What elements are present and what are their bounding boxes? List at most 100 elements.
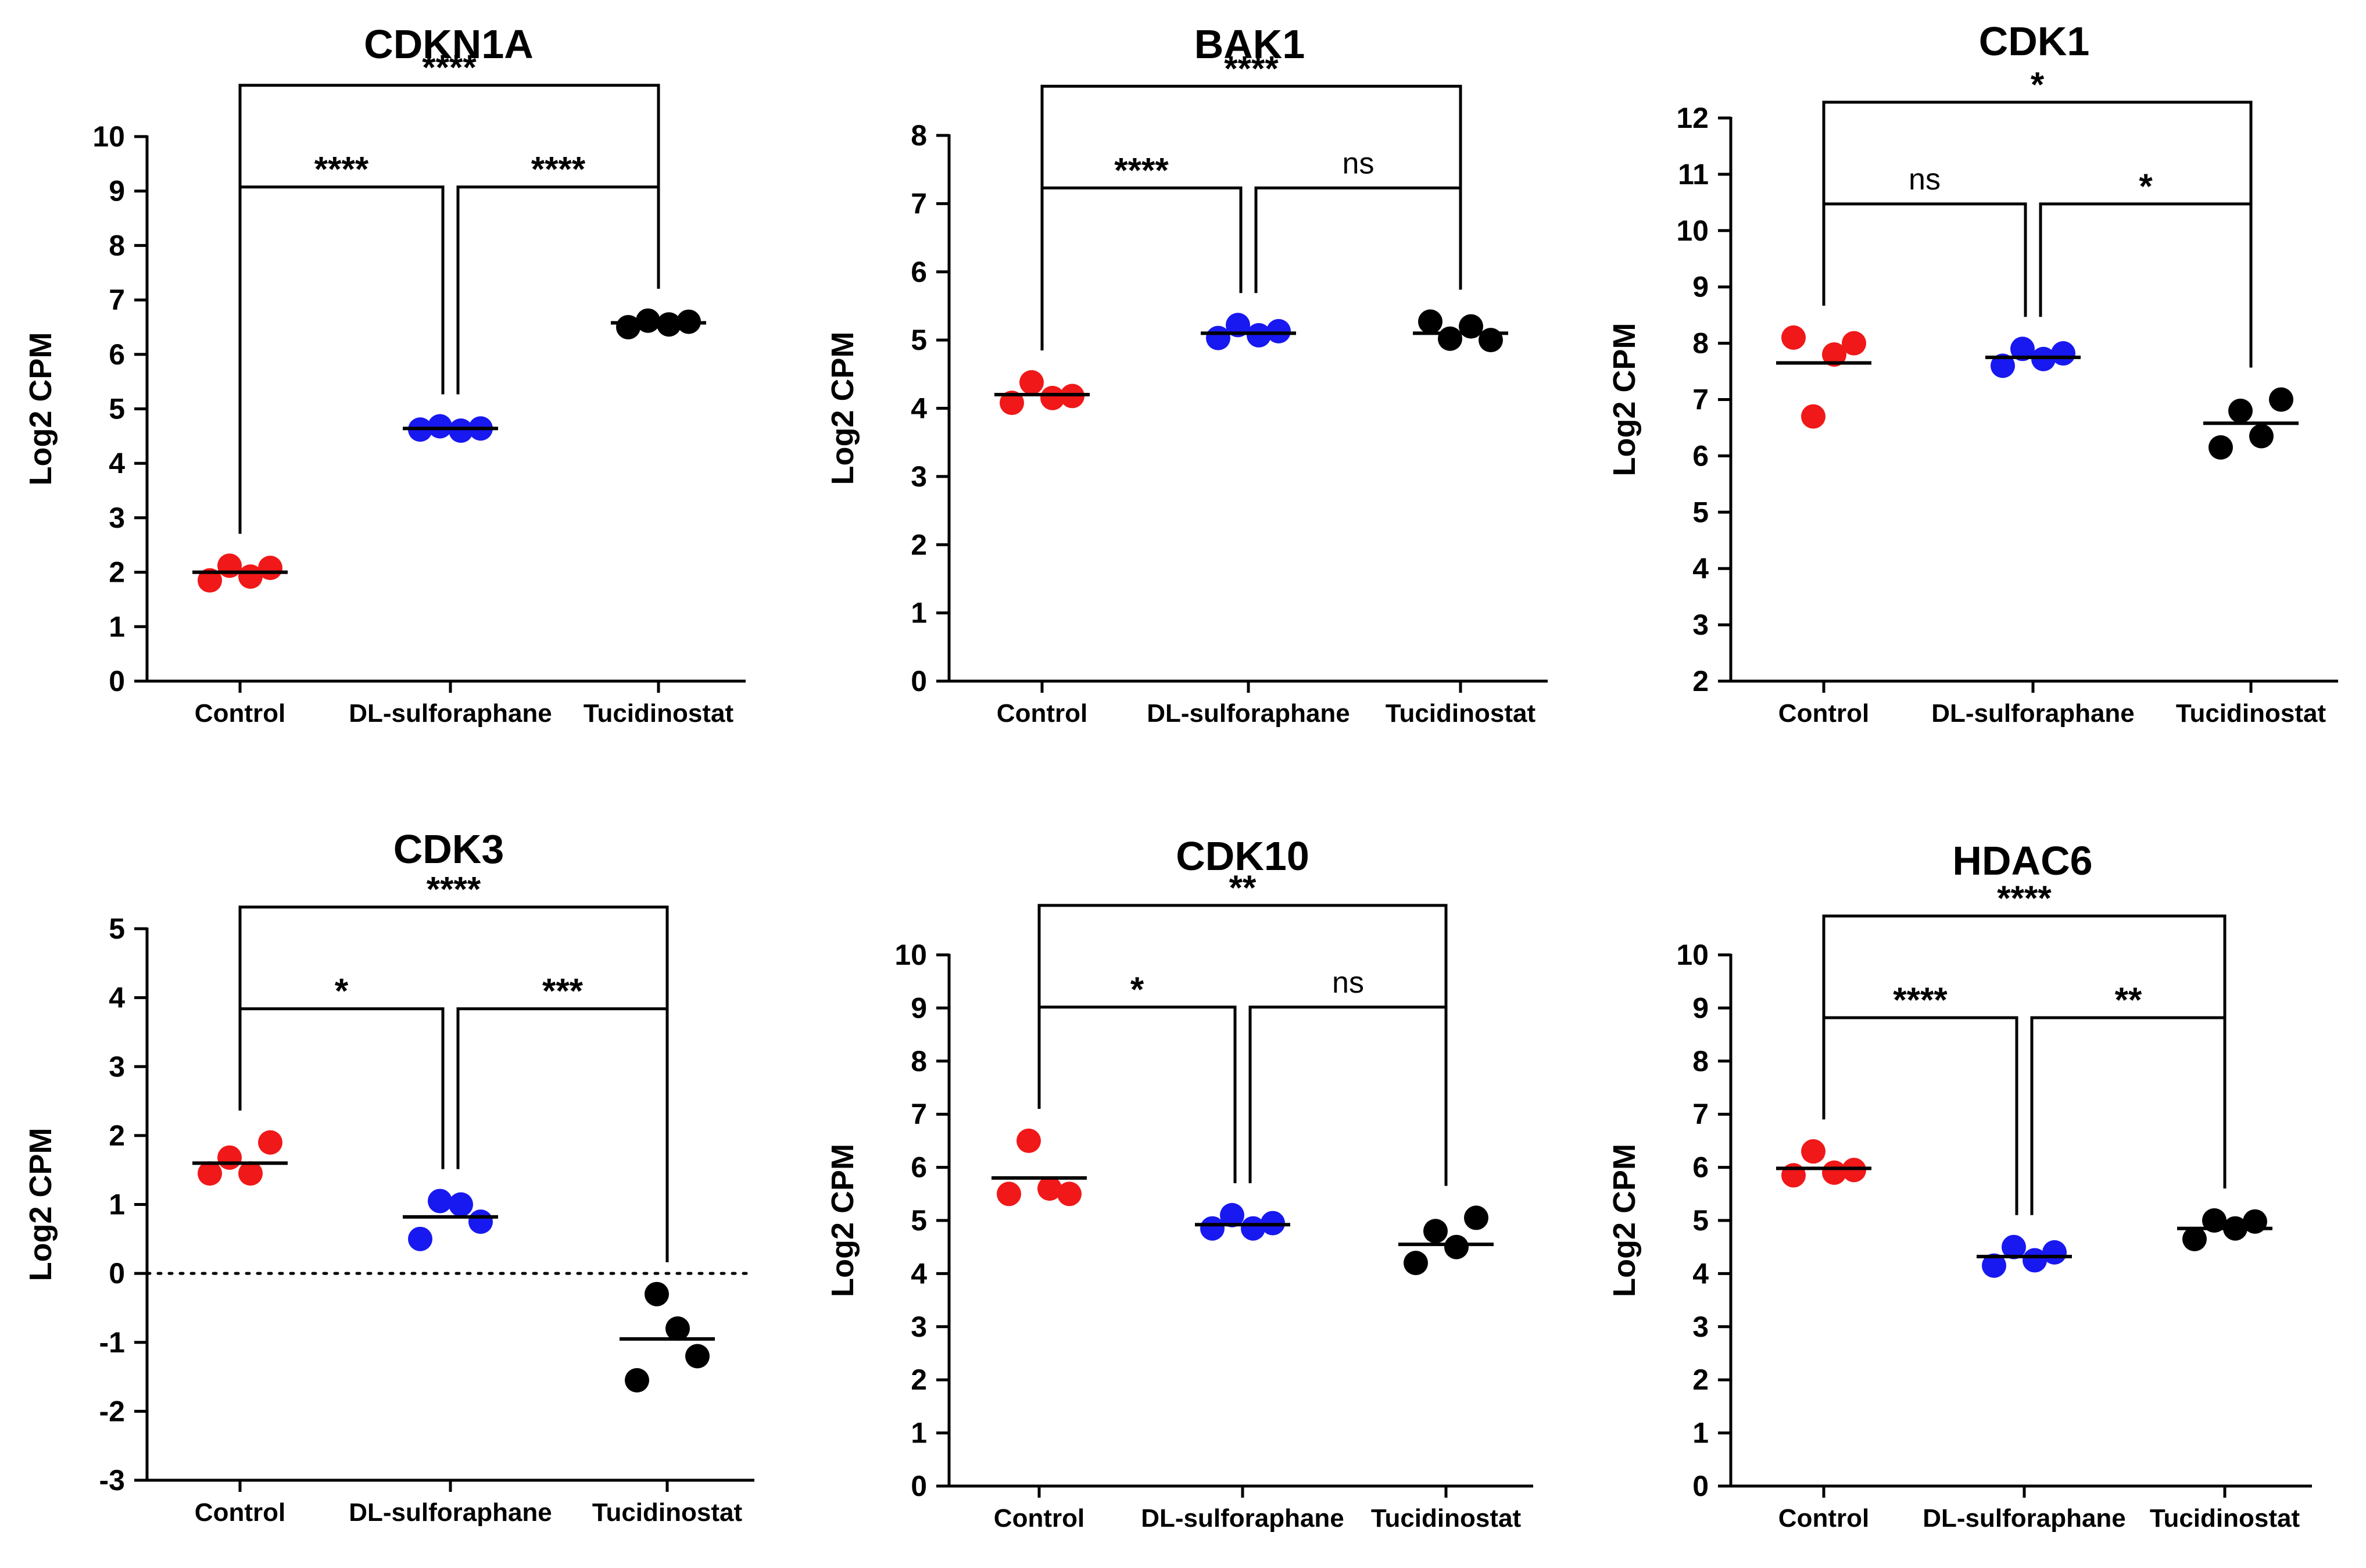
chart-panel-cdk3: CDK3 Log2 CPM -3 -2 -1 0 1 2 3 4 5 Control DL-sulfor… <box>23 826 756 1527</box>
data-point <box>2042 1240 2067 1265</box>
data-point <box>1266 318 1291 343</box>
y-tick-label: -1 <box>99 1326 125 1359</box>
y-tick-label: 1 <box>911 597 927 629</box>
significance-label: * <box>1130 970 1144 1009</box>
y-tick-label: 11 <box>1678 158 1709 191</box>
y-tick-label: 5 <box>1692 496 1709 528</box>
data-point <box>198 568 222 593</box>
y-tick-label: 2 <box>1692 1363 1709 1396</box>
x-tick-label: Control <box>1778 1504 1869 1533</box>
y-tick-label: 7 <box>1692 1098 1709 1130</box>
significance-label: ** <box>1229 868 1257 907</box>
x-tick-label: DL-sulforaphane <box>1141 1504 1344 1533</box>
data-point <box>1423 1219 1448 1244</box>
data-point <box>2228 398 2253 423</box>
y-tick-label: 5 <box>109 393 125 425</box>
y-tick-label: 4 <box>1692 552 1709 585</box>
data-point <box>2023 1248 2047 1273</box>
chart-title: HDAC6 <box>1952 838 2092 883</box>
y-tick-label: 8 <box>911 1045 927 1077</box>
data-point <box>1200 1216 1225 1241</box>
y-tick-label: 7 <box>911 187 927 220</box>
data-point <box>238 564 263 589</box>
x-tick-label: DL-sulforaphane <box>349 1498 552 1527</box>
chart-title: CDK10 <box>1176 833 1309 879</box>
y-tick-label: 9 <box>109 175 125 207</box>
significance-label: * <box>335 972 349 1011</box>
x-tick-label: Control <box>997 699 1087 728</box>
y-tick-label: 0 <box>109 1257 125 1290</box>
significance-label: *** <box>542 972 584 1011</box>
y-tick-label: 5 <box>911 1204 927 1237</box>
chart-panel-cdkn1a: CDKN1A Log2 CPM 0 1 2 3 4 5 6 7 8 9 10 Control DL-sulf… <box>23 22 746 728</box>
y-tick-label: 1 <box>1692 1417 1709 1449</box>
chart-panel-cdk1: CDK1 Log2 CPM 2 3 4 5 6 7 8 9 10 11 12 Control DL-sulf… <box>1607 19 2338 728</box>
x-tick-label: Tucidinostat <box>1386 699 1536 728</box>
data-point <box>449 1192 473 1217</box>
y-tick-label: 1 <box>109 1188 125 1221</box>
y-tick-label: 3 <box>1692 1311 1709 1343</box>
significance-label: **** <box>1114 151 1169 189</box>
data-point <box>428 1188 452 1213</box>
y-tick-label: 0 <box>911 1470 927 1502</box>
data-point <box>645 1281 669 1306</box>
y-axis-label: Log2 CPM <box>23 332 58 486</box>
data-point <box>1000 391 1024 416</box>
data-point <box>258 556 282 581</box>
x-tick-label: Tucidinostat <box>2176 699 2326 728</box>
y-tick-label: 3 <box>109 502 125 534</box>
data-point <box>238 1161 263 1186</box>
data-point <box>685 1344 710 1369</box>
chart-title: CDKN1A <box>364 22 534 67</box>
significance-bracket <box>1040 84 1462 350</box>
chart-panel-bak1: BAK1 Log2 CPM 0 1 2 3 4 5 6 7 8 Control DL-sulforaph… <box>825 22 1548 728</box>
data-point <box>1220 1202 1244 1227</box>
data-point <box>625 1367 649 1392</box>
y-tick-label: 12 <box>1676 102 1709 134</box>
significance-label: **** <box>1224 49 1279 88</box>
y-tick-label: 6 <box>109 338 125 371</box>
data-point <box>1247 323 1271 348</box>
data-point <box>1801 404 1825 429</box>
x-tick-label: Tucidinostat <box>1371 1504 1522 1533</box>
data-point <box>2249 424 2274 449</box>
y-tick-label: 2 <box>911 528 927 561</box>
significance-bracket <box>1037 904 1448 1186</box>
x-tick-label: DL-sulforaphane <box>349 699 552 728</box>
y-tick-label: 4 <box>1692 1257 1709 1290</box>
data-point <box>2051 341 2075 366</box>
data-point <box>1822 342 1846 367</box>
data-point <box>2202 1208 2227 1233</box>
significance-bracket <box>238 84 660 534</box>
data-point <box>2010 336 2035 361</box>
data-point <box>1404 1251 1428 1276</box>
chart-panel-hdac6: HDAC6 Log2 CPM 0 1 2 3 4 5 6 7 8 9 10 Control DL-sulfo… <box>1607 838 2312 1533</box>
data-point <box>616 314 640 339</box>
significance-label: **** <box>427 870 481 909</box>
data-point <box>1019 370 1044 395</box>
significance-bracket <box>238 1007 445 1169</box>
x-tick-label: Control <box>1778 699 1869 728</box>
y-tick-label: 9 <box>911 991 927 1024</box>
data-point <box>636 308 660 333</box>
y-axis-label: Log2 CPM <box>825 1144 860 1297</box>
y-tick-label: 0 <box>911 665 927 697</box>
data-point <box>1982 1253 2006 1278</box>
significance-label: **** <box>1997 879 2052 918</box>
x-tick-label: Control <box>195 699 285 728</box>
x-tick-label: Control <box>994 1504 1084 1533</box>
significance-label: **** <box>422 48 477 87</box>
y-tick-label: 10 <box>1676 214 1709 247</box>
x-tick-label: DL-sulforaphane <box>1923 1504 2126 1533</box>
data-point <box>449 418 473 443</box>
y-tick-label: -2 <box>99 1395 125 1427</box>
y-tick-label: 7 <box>109 284 125 316</box>
significance-bracket <box>2039 202 2253 368</box>
y-tick-label: 0 <box>1692 1470 1709 1502</box>
x-tick-label: DL-sulforaphane <box>1147 699 1350 728</box>
chart-title: BAK1 <box>1194 22 1305 67</box>
data-point <box>1842 331 1866 356</box>
y-tick-label: 5 <box>911 324 927 356</box>
y-axis-label: Log2 CPM <box>23 1128 58 1281</box>
